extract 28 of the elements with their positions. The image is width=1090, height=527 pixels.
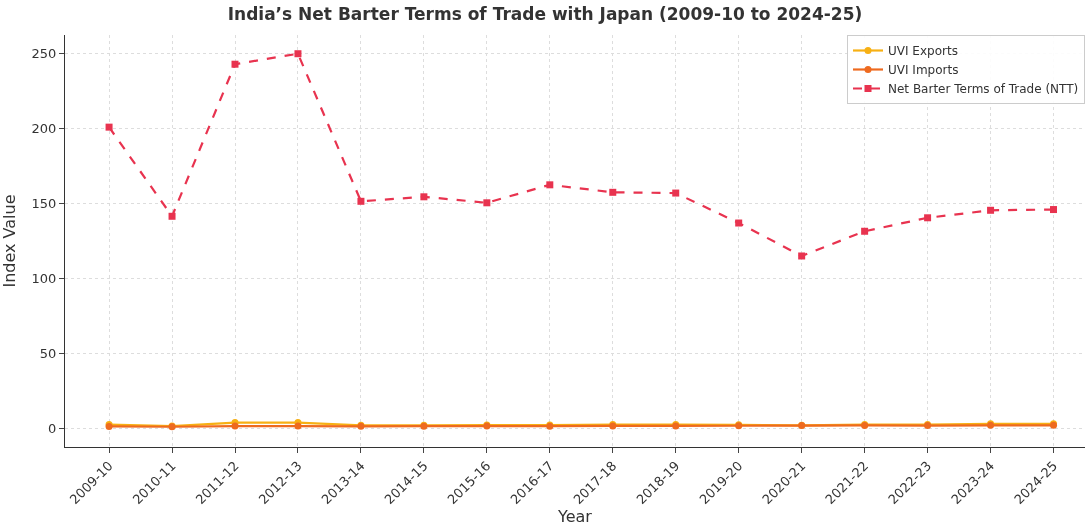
point — [861, 227, 869, 235]
legend-label: UVI Imports — [888, 63, 959, 78]
point — [609, 188, 617, 196]
point — [420, 193, 428, 201]
point — [987, 206, 995, 214]
legend-label: UVI Exports — [888, 44, 958, 59]
point — [483, 199, 491, 207]
x-axis-title: Year — [557, 507, 593, 527]
legend-label: Net Barter Terms of Trade (NTT) — [888, 82, 1079, 97]
y-tick-label: 200 — [31, 121, 57, 137]
y-tick-label: 150 — [31, 196, 57, 212]
point — [357, 197, 365, 205]
y-tick-label: 100 — [31, 271, 57, 286]
point — [798, 252, 806, 260]
point — [735, 219, 743, 227]
point — [231, 60, 239, 68]
y-tick-label: 250 — [31, 46, 57, 62]
y-axis-title: Index Value — [0, 194, 19, 288]
chart-title: India’s Net Barter Terms of Trade with Japan (2009-10 to 2024-25) — [227, 3, 863, 24]
point — [672, 189, 680, 197]
point — [168, 212, 176, 220]
point — [924, 214, 932, 222]
y-tick-label: 50 — [39, 345, 57, 361]
point — [546, 181, 554, 189]
y-tick-label: 0 — [48, 420, 57, 436]
point — [294, 50, 302, 58]
point — [105, 123, 113, 131]
point — [1050, 206, 1058, 214]
